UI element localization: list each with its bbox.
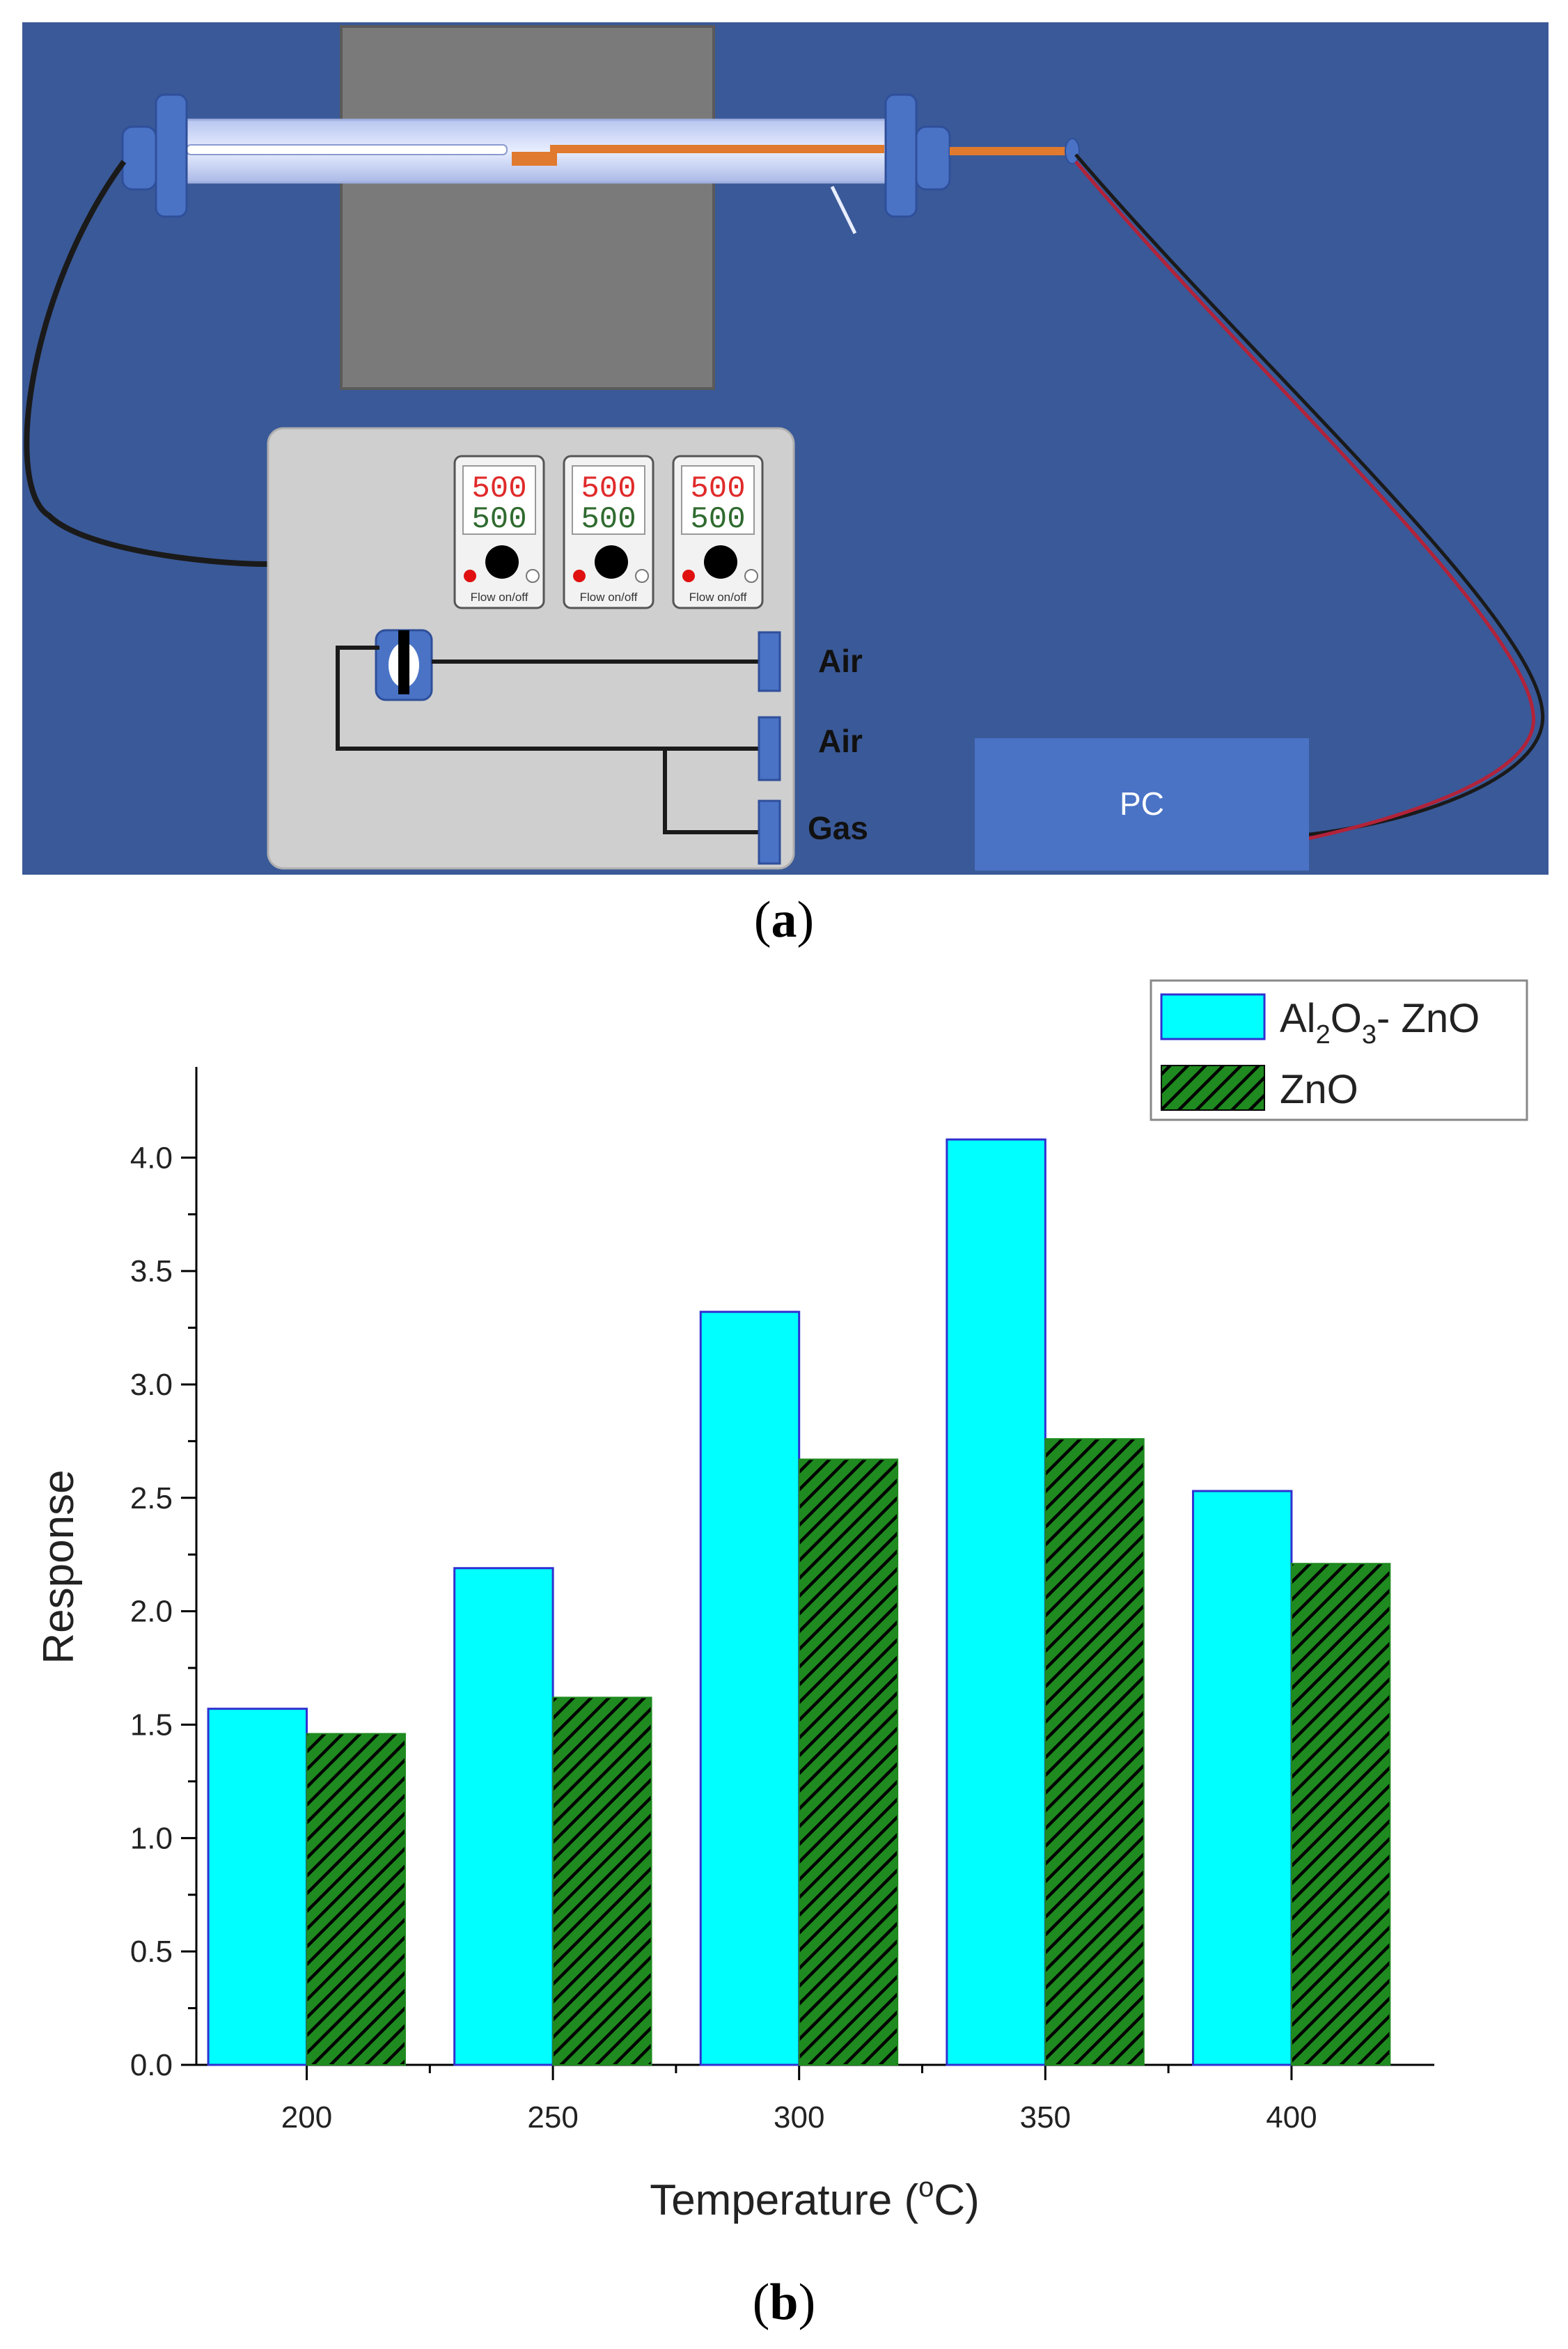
y-tick-label: 1.5 — [130, 1708, 173, 1742]
legend-al: Al — [1280, 996, 1316, 1041]
flow-controller-1-red-led — [464, 570, 476, 582]
flow-controller-2-knob[interactable] — [595, 545, 628, 579]
flow-controller-2-red-led — [573, 570, 586, 582]
inlet-label-air-2: Air — [818, 723, 863, 759]
bar-zno-400 — [1290, 1563, 1391, 2066]
flow-controller-2-setpoint: 500 — [581, 471, 636, 506]
y-tick-label: 2.0 — [130, 1595, 173, 1629]
x-tick-label: 200 — [281, 2100, 332, 2135]
bar-al2o3-zno-200 — [207, 1708, 308, 2066]
x-tick-label: 250 — [527, 2100, 578, 2135]
x-tick-label: 300 — [774, 2100, 824, 2135]
bars — [207, 1138, 1391, 2066]
outlet-connector — [950, 147, 1068, 155]
signal-wire-red — [1074, 160, 1535, 846]
bar-al2o3-zno-350 — [946, 1138, 1046, 2066]
legend-label-zno: ZnO — [1280, 1067, 1358, 1112]
y-tick-label: 1.0 — [130, 1821, 173, 1855]
panel-gas-lines — [336, 646, 759, 834]
x-axis-label-sup: o — [918, 2172, 934, 2203]
y-tick-label: 3.0 — [130, 1368, 173, 1402]
inlet-port-gas — [758, 799, 781, 865]
right-flange — [884, 93, 951, 218]
bar-al2o3-zno-400 — [1191, 1490, 1293, 2066]
inlet-label-gas: Gas — [808, 810, 868, 846]
flow-controller-3: 500 500 Flow on/off — [672, 455, 764, 609]
x-axis-label-unit: C) — [934, 2176, 979, 2224]
legend-label-al2o3-zno: Al2O3- ZnO — [1280, 996, 1480, 1049]
flow-controller-1-switch[interactable] — [526, 569, 540, 583]
bar-zno-300 — [798, 1458, 899, 2066]
thermocouple — [830, 185, 857, 235]
inlet-port-air-2 — [758, 716, 781, 781]
sensor-sample — [512, 145, 884, 166]
signal-wire-black — [1074, 153, 1545, 839]
legend-swatch-zno — [1161, 1065, 1265, 1111]
flow-controller-3-setpoint: 500 — [690, 471, 745, 506]
legend: Al2O3- ZnO ZnO — [1150, 979, 1528, 1121]
inlet-port-air-1 — [758, 631, 781, 692]
bar-zno-250 — [552, 1696, 652, 2066]
flow-controller-1-label: Flow on/off — [471, 591, 528, 604]
y-axis-label: Response — [35, 1469, 83, 1664]
y-tick-label: 2.5 — [130, 1481, 173, 1515]
x-tick-label: 350 — [1020, 2100, 1071, 2135]
flow-controller-2-switch[interactable] — [635, 569, 649, 583]
flow-controller-3-red-led — [682, 570, 695, 582]
flow-controller-2-label: Flow on/off — [580, 591, 638, 604]
legend-sub-2: 2 — [1316, 1020, 1331, 1049]
caption-a: (a) — [754, 891, 814, 949]
caption-b-letter: b — [769, 2274, 798, 2331]
caption-b: (b) — [753, 2274, 815, 2331]
flow-controller-2: 500 500 Flow on/off — [563, 455, 654, 609]
y-tick-label: 0.0 — [130, 2048, 173, 2082]
bar-zno-350 — [1044, 1438, 1145, 2066]
three-way-valve[interactable] — [375, 629, 433, 701]
flow-controller-3-knob[interactable] — [704, 545, 737, 579]
y-tick-label: 3.5 — [130, 1254, 173, 1288]
flow-controller-3-label: Flow on/off — [689, 591, 747, 604]
bar-al2o3-zno-300 — [699, 1311, 801, 2066]
legend-swatch-al2o3-zno — [1160, 993, 1266, 1040]
flow-controller-3-switch[interactable] — [744, 569, 758, 583]
pc-box — [975, 738, 1309, 871]
flow-controller-2-reading: 500 — [581, 502, 636, 537]
legend-tail: - ZnO — [1377, 996, 1480, 1041]
x-axis-label-main: Temperature ( — [650, 2176, 918, 2224]
bar-zno-200 — [306, 1733, 406, 2066]
inlet-label-air-1: Air — [818, 643, 863, 679]
outlet-terminal — [1065, 138, 1080, 164]
legend-o: O — [1331, 996, 1362, 1041]
left-flange — [121, 93, 188, 218]
x-tick-label: 400 — [1266, 2100, 1317, 2135]
bar-al2o3-zno-250 — [453, 1567, 554, 2066]
plot-area: 0.0 0.5 1.0 1.5 2.0 2.5 3.0 3.5 4.0 200 250 300 350… — [130, 1067, 1434, 2135]
furnace — [340, 25, 715, 390]
flow-controller-1-reading: 500 — [471, 502, 526, 537]
flow-controller-1-setpoint: 500 — [471, 471, 526, 506]
caption-a-letter: a — [771, 891, 797, 949]
gas-supply-hose — [24, 159, 405, 689]
y-ticks: 0.0 0.5 1.0 1.5 2.0 2.5 3.0 3.5 4.0 — [130, 1141, 196, 2082]
flow-controller-3-reading: 500 — [690, 502, 745, 537]
flow-controller-1-knob[interactable] — [485, 545, 519, 579]
y-tick-label: 0.5 — [130, 1935, 173, 1969]
pc-label: PC — [1120, 786, 1164, 822]
x-ticks: 200 250 300 350 400 — [281, 2065, 1317, 2135]
setup-diagram: PC 500 500 Flow on/off 500 500 Flow on/o… — [22, 22, 1549, 949]
y-tick-label: 4.0 — [130, 1141, 173, 1175]
legend-sub-3: 3 — [1362, 1020, 1377, 1049]
x-axis-label: Temperature (oC) — [650, 2172, 980, 2224]
flow-controller-1: 500 500 Flow on/off — [453, 455, 545, 609]
gas-control-panel — [267, 427, 795, 870]
